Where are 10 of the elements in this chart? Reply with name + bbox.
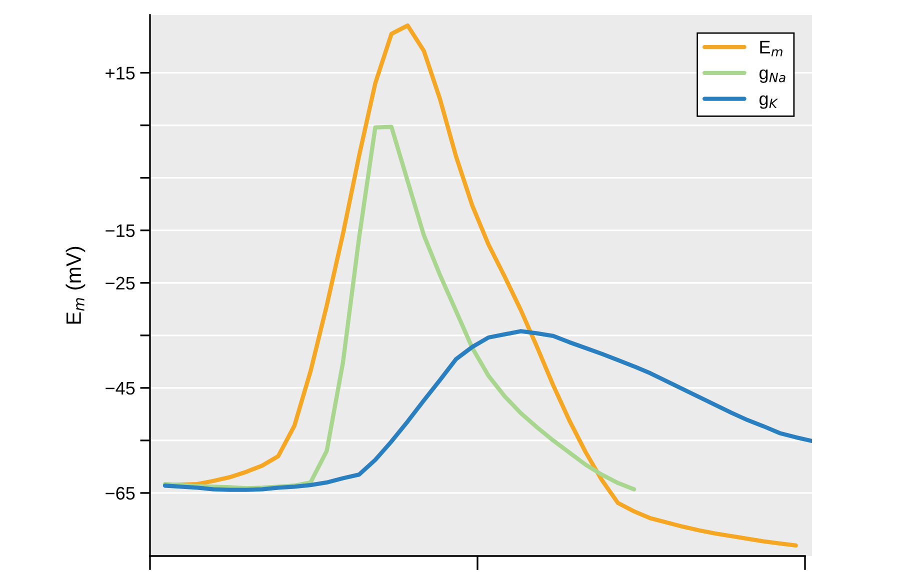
line-series bbox=[162, 329, 812, 492]
y-tick-label: +15 bbox=[106, 66, 135, 80]
legend-label: g$_{K}$ bbox=[759, 95, 778, 109]
legend-label: g$_{Na}$ bbox=[759, 69, 786, 83]
y-tick-label: −15 bbox=[106, 224, 135, 238]
y-tick-label: −45 bbox=[106, 382, 135, 395]
y-tick-label: −25 bbox=[106, 276, 135, 290]
legend-label: E$_{m}$ bbox=[760, 40, 782, 56]
y-axis-title: E$_{m}$ (mV) bbox=[66, 246, 86, 324]
y-tick-label: −65 bbox=[106, 486, 135, 500]
